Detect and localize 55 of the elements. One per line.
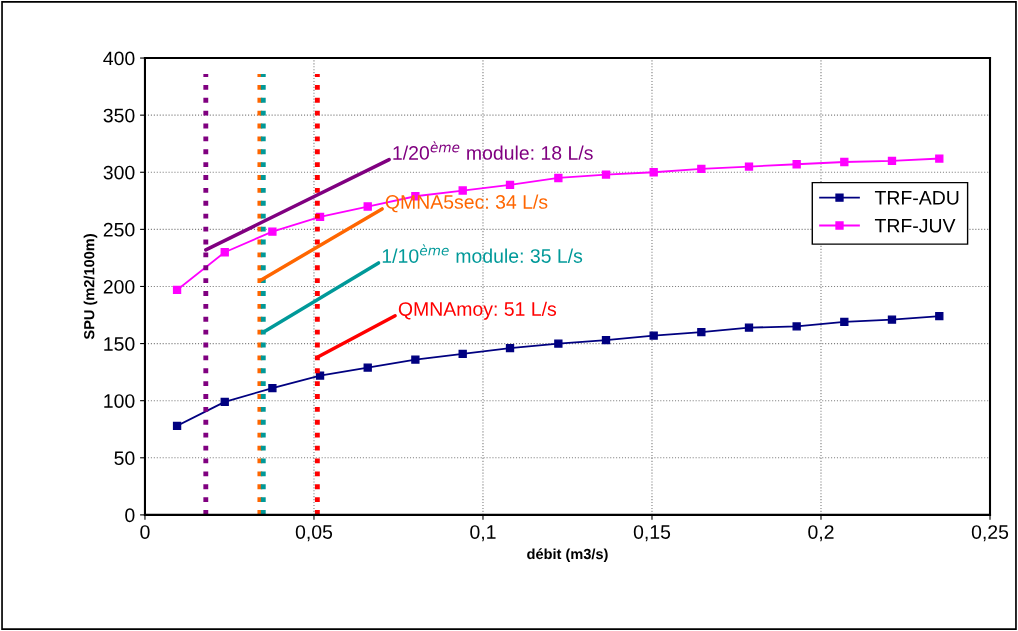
- point: [840, 317, 849, 327]
- point: [172, 285, 182, 295]
- point: [649, 168, 658, 177]
- ref-line-label: QMNAmoy: 51 L/s: [398, 301, 557, 320]
- point: [935, 154, 944, 163]
- point: [315, 371, 325, 380]
- point: [887, 315, 897, 324]
- point: [458, 186, 467, 195]
- ref-line-label: 1/10$^{ème}$ module: 35 L/s: [382, 244, 583, 263]
- ref-line-label: QMNA5sec: 34 L/s: [385, 194, 548, 213]
- point: [887, 156, 897, 166]
- point: [697, 164, 706, 174]
- x-tick-label: 0,1: [470, 525, 496, 542]
- x-tick-label: 0,15: [633, 525, 671, 542]
- legend-label: TRF-ADU: [874, 191, 959, 205]
- point: [505, 343, 515, 353]
- legend-label: TRF-JUV: [874, 218, 956, 233]
- x-axis-title: débit (m3/s): [527, 548, 608, 563]
- x-tick-label: 0,2: [808, 525, 834, 542]
- point: [220, 397, 229, 406]
- x-tick-label: 0: [140, 525, 150, 539]
- y-axis-title: SPU (m2/100m): [83, 234, 98, 340]
- y-tick-label: 250: [103, 222, 135, 237]
- point: [172, 421, 182, 430]
- ref-line-label: 1/20$^{ème}$ module: 18 L/s: [393, 141, 593, 160]
- x-tick-label: 0,25: [971, 525, 1009, 542]
- point: [363, 202, 372, 211]
- point: [840, 157, 849, 167]
- y-tick-label: 300: [103, 165, 135, 180]
- point: [268, 227, 277, 236]
- y-tick-label: 0: [125, 508, 135, 523]
- point: [505, 180, 515, 189]
- point: [268, 383, 277, 393]
- point: [601, 170, 611, 179]
- point: [363, 363, 372, 372]
- y-tick-label: 50: [114, 451, 135, 466]
- point: [744, 162, 754, 171]
- point: [697, 327, 706, 337]
- point: [601, 335, 611, 345]
- y-tick-label: 350: [103, 108, 135, 123]
- y-tick-label: 150: [104, 337, 135, 351]
- y-tick-label: 100: [104, 394, 135, 408]
- point: [792, 160, 801, 169]
- point: [554, 339, 563, 348]
- point: [792, 322, 801, 331]
- point: [220, 248, 229, 257]
- point: [554, 173, 563, 183]
- x-tick-label: 0,05: [295, 525, 333, 542]
- point: [649, 331, 658, 340]
- point: [458, 349, 467, 359]
- point: [411, 355, 420, 364]
- point: [935, 312, 944, 321]
- point: [744, 323, 754, 332]
- y-tick-label: 400: [103, 51, 135, 66]
- y-tick-label: 200: [103, 279, 135, 294]
